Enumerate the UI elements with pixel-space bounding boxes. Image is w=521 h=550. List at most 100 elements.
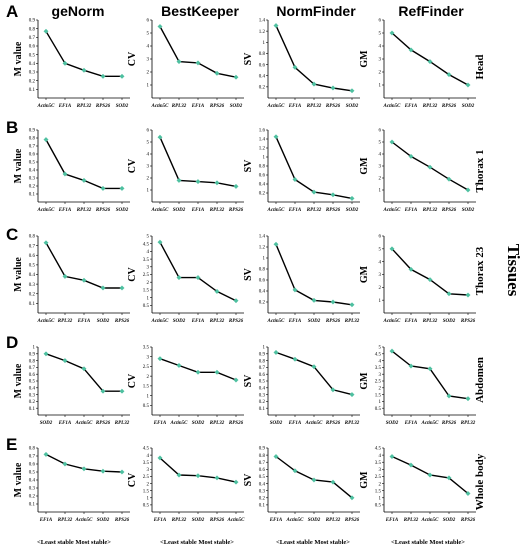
- y-tick-label: 1: [147, 394, 150, 399]
- y-tick-label: 4.5: [143, 447, 150, 452]
- x-tick-label: SOD2: [173, 208, 186, 213]
- data-point: [311, 477, 317, 483]
- chart-abdomen-reffinder: 0.5 1 1.52 2.5 3 3.5 44.5 5 GM SOD2 EF1A Actin5C RPS…: [359, 346, 476, 426]
- data-point: [427, 366, 433, 372]
- y-tick-label: 1: [379, 400, 382, 405]
- y-axis-label: SV: [243, 267, 254, 281]
- y-tick-label: 2.5: [375, 475, 382, 480]
- data-point: [446, 291, 452, 297]
- x-tick-label: Actin5C: [37, 104, 56, 109]
- x-tick-label: RPS26: [442, 104, 457, 109]
- y-tick-label: 1: [147, 84, 150, 89]
- y-tick-label: 1: [379, 189, 382, 194]
- data-point: [349, 392, 355, 398]
- y-tick-label: 0.2: [259, 400, 266, 405]
- y-axis-label: M value: [13, 41, 24, 76]
- data-point: [43, 137, 49, 143]
- y-tick-label: 0.4: [259, 183, 266, 188]
- x-tick-label: Actin5C: [227, 518, 246, 523]
- y-tick-label: 0.1: [29, 193, 36, 198]
- y-axis-label: CV: [127, 158, 138, 173]
- x-tick-label: RPL32: [307, 208, 322, 213]
- y-axis-label: SV: [243, 374, 254, 388]
- y-tick-label: 0.8: [259, 52, 266, 57]
- y-tick-label: 0.6: [29, 373, 36, 378]
- y-tick-label: 3.5: [143, 258, 150, 263]
- y-tick-label: 6: [379, 19, 382, 24]
- y-tick-label: 0.8: [259, 268, 266, 273]
- data-point: [43, 240, 49, 246]
- x-tick-label: Actin5C: [286, 518, 305, 523]
- series-line: [159, 358, 237, 381]
- y-tick-label: 1.2: [259, 147, 266, 152]
- data-point: [427, 59, 433, 65]
- y-axis-label: CV: [127, 51, 138, 66]
- x-tick-label: SOD2: [346, 208, 359, 213]
- y-tick-label: 0.8: [29, 27, 36, 32]
- footer-labels: <Least stable Most stable> <Least stable…: [37, 539, 465, 546]
- y-tick-label: 0.8: [29, 235, 36, 240]
- data-point: [465, 292, 471, 298]
- y-tick-label: 6: [379, 235, 382, 240]
- x-tick-label: EF1A: [288, 421, 302, 426]
- x-tick-label: RPS26: [210, 518, 225, 523]
- x-tick-label: EF1A: [288, 319, 302, 324]
- series-line: [275, 455, 353, 499]
- data-point: [233, 479, 239, 485]
- row-letter-c: C: [6, 225, 18, 244]
- y-tick-label: 0.7: [259, 366, 266, 371]
- y-tick-label: 4: [147, 454, 150, 459]
- data-point: [330, 85, 336, 91]
- x-tick-label: EF1A: [404, 421, 418, 426]
- y-tick-label: 1: [379, 84, 382, 89]
- y-tick-label: 0.2: [29, 185, 36, 190]
- y-tick-label: 0.5: [29, 380, 36, 385]
- y-axis-label: CV: [127, 373, 138, 388]
- y-tick-label: 0.6: [259, 174, 266, 179]
- series-line: [159, 136, 237, 188]
- data-point: [176, 275, 182, 281]
- x-tick-label: SOD2: [192, 518, 205, 523]
- y-tick-label: 5: [379, 346, 382, 351]
- chart-thorax-1-bestkeeper: 1 2 3 4 5 6 CV Actin5C SOD2 EF1A RPL32 RPS26: [127, 129, 244, 213]
- y-tick-label: 1: [263, 257, 266, 262]
- y-tick-label: 0.2: [259, 301, 266, 306]
- x-tick-label: EF1A: [77, 319, 91, 324]
- data-point: [195, 60, 201, 66]
- y-tick-label: 0.4: [259, 387, 266, 392]
- row-letter-e: E: [6, 435, 17, 454]
- column-title-normfinder: NormFinder: [276, 3, 356, 19]
- x-tick-label: EF1A: [288, 208, 302, 213]
- row-label-whole-body: Whole body: [474, 453, 486, 510]
- x-tick-label: EF1A: [191, 208, 205, 213]
- data-point: [81, 466, 87, 472]
- y-tick-label: 0.2: [259, 496, 266, 501]
- series-line: [391, 248, 469, 296]
- x-tick-label: Actin5C: [383, 104, 402, 109]
- y-tick-label: 0.3: [29, 283, 36, 288]
- y-axis-label: M value: [13, 148, 24, 183]
- data-point: [292, 287, 298, 293]
- chart-thorax-23-normfinder: 0.2 0.4 0.6 0.8 1 1.2 1.4 SV Actin5C EF1A SOD2 RPS2…: [243, 235, 360, 324]
- series-line: [159, 457, 237, 483]
- data-point: [311, 364, 317, 370]
- series-line: [159, 241, 237, 302]
- data-point: [157, 455, 163, 461]
- column-title-bestkeeper: BestKeeper: [161, 3, 239, 19]
- y-tick-label: 0.8: [259, 454, 266, 459]
- y-tick-label: 1.5: [375, 489, 382, 494]
- y-tick-label: 1: [263, 41, 266, 46]
- y-tick-label: 4: [147, 250, 150, 255]
- data-point: [81, 366, 87, 372]
- y-tick-label: 1.5: [375, 393, 382, 398]
- y-tick-label: 0.9: [29, 353, 36, 358]
- data-point: [100, 468, 106, 474]
- y-tick-label: 0.7: [29, 145, 36, 150]
- y-tick-label: 5: [147, 141, 150, 146]
- y-tick-label: 0.8: [29, 359, 36, 364]
- y-tick-label: 4.5: [375, 447, 382, 452]
- y-tick-label: 1: [147, 496, 150, 501]
- y-axis-label: GM: [359, 157, 370, 175]
- x-tick-label: RPL32: [77, 104, 92, 109]
